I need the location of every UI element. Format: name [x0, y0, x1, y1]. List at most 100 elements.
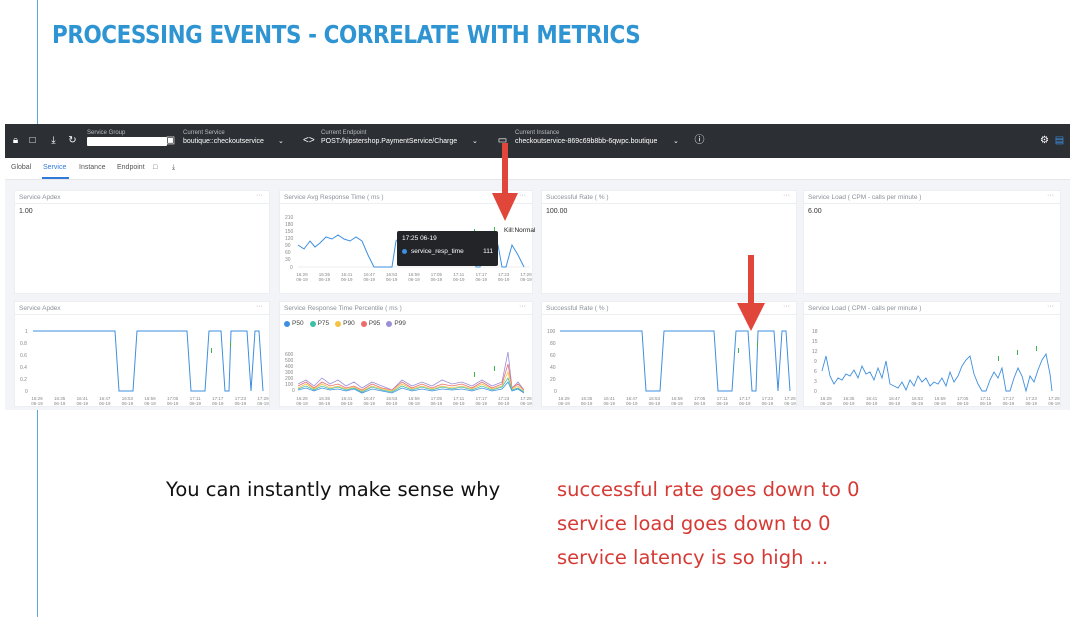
- x-tick: 17:17: [212, 396, 224, 401]
- x-tick: 17:17: [739, 396, 751, 401]
- y-tick: 9: [814, 359, 817, 365]
- service-group-input[interactable]: [87, 137, 167, 146]
- panel-title: Successful Rate ( % ): [542, 302, 796, 315]
- active-tab-indicator: [42, 177, 69, 179]
- folder-icon[interactable]: □: [29, 135, 36, 146]
- panel-service-apdex-chart: Service Apdex ··· 1 0.8 0.6 0.4 0.2 0 16…: [14, 301, 270, 407]
- panel-value: 1.00: [19, 208, 33, 215]
- x-tick: 16:59: [408, 272, 420, 277]
- x-tick: 17:17: [476, 272, 488, 277]
- tab-service[interactable]: Service: [43, 164, 67, 171]
- legend-p75[interactable]: P75: [309, 320, 329, 327]
- x-tick-date: 06-19: [520, 401, 532, 406]
- chart-legend: P50 P75 P90 P95 P99: [284, 320, 406, 327]
- x-tick: 17:29: [520, 396, 532, 401]
- more-icon[interactable]: ···: [783, 192, 790, 199]
- y-tick: 100: [547, 329, 556, 335]
- x-tick-date: 06-19: [31, 401, 43, 406]
- x-tick: 17:05: [167, 396, 179, 401]
- code-icon: <>: [303, 135, 315, 146]
- tab-instance[interactable]: Instance: [79, 164, 106, 171]
- y-tick: 40: [550, 365, 556, 371]
- chevron-down-icon[interactable]: ⌄: [278, 138, 284, 145]
- y-tick: 300: [285, 370, 294, 376]
- folder-icon[interactable]: □: [153, 164, 158, 171]
- download-icon[interactable]: ⤓: [172, 164, 176, 171]
- info-icon[interactable]: ⓘ: [694, 135, 705, 146]
- current-endpoint-selector[interactable]: Current Endpoint POST:/hipstershop.Payme…: [321, 130, 457, 145]
- event-marker: [998, 356, 999, 361]
- download-icon[interactable]: ⤓: [51, 135, 56, 146]
- y-tick: 12: [812, 349, 818, 355]
- legend-p50[interactable]: P50: [284, 320, 304, 327]
- legend-p95[interactable]: P95: [360, 320, 380, 327]
- service-icon: ▣: [165, 135, 176, 146]
- event-marker: [738, 348, 739, 353]
- y-tick: 0: [290, 265, 293, 271]
- gear-icon[interactable]: ⚙: [1040, 135, 1049, 146]
- panel-toggle-icon[interactable]: ▤: [1054, 135, 1065, 146]
- current-instance-selector[interactable]: Current Instance checkoutservice-869c69b…: [515, 130, 657, 145]
- lock-icon[interactable]: 🔒︎: [12, 135, 19, 146]
- tab-global[interactable]: Global: [11, 164, 32, 171]
- x-tick: 17:29: [257, 396, 269, 401]
- x-tick: 17:23: [498, 272, 510, 277]
- more-icon[interactable]: ···: [519, 303, 526, 310]
- x-tick: 16:59: [144, 396, 156, 401]
- top-toolbar: 🔒︎ □ ⤓ ↻ Service Group ▣ Current Service…: [5, 124, 1070, 158]
- x-tick: 17:11: [453, 396, 464, 401]
- more-icon[interactable]: ···: [256, 303, 263, 310]
- refresh-icon[interactable]: ↻: [68, 135, 77, 146]
- x-tick-date: 06-19: [76, 401, 88, 406]
- x-tick: 16:29: [558, 396, 570, 401]
- instance-icon: ▭: [497, 135, 508, 146]
- more-icon[interactable]: ···: [1047, 192, 1054, 199]
- series-p99: [297, 351, 525, 391]
- x-tick: 17:17: [476, 396, 488, 401]
- tab-endpoint[interactable]: Endpoint: [117, 164, 145, 171]
- more-icon[interactable]: ···: [256, 192, 263, 199]
- x-tick-date: 06-19: [431, 277, 443, 282]
- more-icon[interactable]: ···: [519, 192, 526, 199]
- x-tick-date: 06-19: [957, 401, 969, 406]
- x-tick: 16:35: [581, 396, 593, 401]
- panel-service-apdex-value: Service Apdex ··· 1.00: [14, 190, 270, 294]
- y-tick: 6: [814, 369, 817, 375]
- y-tick: 180: [285, 222, 294, 228]
- y-tick: 200: [285, 376, 294, 382]
- x-tick-date: 06-19: [296, 277, 308, 282]
- y-tick: 1: [25, 329, 28, 335]
- caption-line-2: service load goes down to 0: [557, 512, 831, 535]
- y-tick: 0.4: [20, 365, 27, 371]
- chevron-down-icon[interactable]: ⌄: [472, 138, 478, 145]
- legend-p90[interactable]: P90: [335, 320, 355, 327]
- x-tick: 17:23: [1026, 396, 1038, 401]
- x-tick-date: 06-19: [558, 401, 570, 406]
- y-tick: 100: [285, 382, 294, 388]
- x-tick-date: 06-19: [235, 401, 247, 406]
- caption-line-3: service latency is so high ...: [557, 546, 829, 569]
- x-tick: 17:11: [980, 396, 991, 401]
- panel-service-load-value: Service Load ( CPM - calls per minute ) …: [803, 190, 1061, 294]
- x-tick: 16:29: [820, 396, 832, 401]
- more-icon[interactable]: ···: [1047, 303, 1054, 310]
- caption-line-1: successful rate goes down to 0: [557, 478, 860, 501]
- x-tick: 16:47: [99, 396, 111, 401]
- chevron-down-icon[interactable]: ⌄: [673, 138, 679, 145]
- tooltip-value: 111: [483, 248, 493, 255]
- x-tick-date: 06-19: [820, 401, 832, 406]
- x-tick-date: 06-19: [1025, 401, 1037, 406]
- series-p90: [297, 370, 525, 392]
- more-icon[interactable]: ···: [783, 303, 790, 310]
- y-tick: 20: [550, 377, 556, 383]
- x-tick: 16:35: [319, 396, 331, 401]
- x-tick-date: 06-19: [319, 401, 331, 406]
- current-service-selector[interactable]: Current Service boutique::checkoutservic…: [183, 130, 264, 145]
- legend-p99[interactable]: P99: [386, 320, 406, 327]
- x-tick-date: 06-19: [363, 277, 375, 282]
- x-tick: 16:47: [626, 396, 638, 401]
- x-tick: 16:53: [912, 396, 924, 401]
- service-group-selector[interactable]: Service Group: [87, 130, 167, 146]
- x-tick: 17:11: [717, 396, 728, 401]
- y-tick: 18: [812, 329, 818, 335]
